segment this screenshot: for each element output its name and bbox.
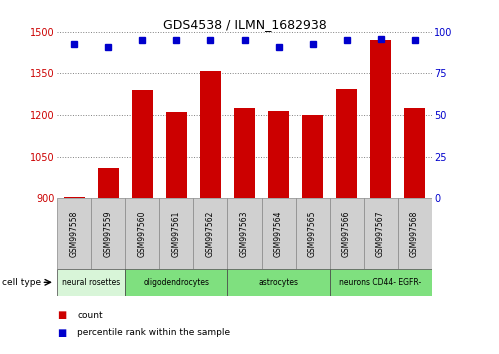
Text: ■: ■ [57, 310, 67, 320]
Text: GSM997558: GSM997558 [70, 210, 79, 257]
Text: GSM997559: GSM997559 [104, 210, 113, 257]
Text: GSM997562: GSM997562 [206, 210, 215, 257]
Bar [370, 40, 391, 198]
Text: oligodendrocytes: oligodendrocytes [144, 278, 210, 287]
Bar [98, 168, 119, 198]
Text: count: count [77, 310, 103, 320]
Text: GSM997565: GSM997565 [308, 210, 317, 257]
Bar [91, 198, 125, 269]
Bar [228, 269, 329, 296]
Text: GSM997564: GSM997564 [274, 210, 283, 257]
Bar [166, 112, 187, 198]
Bar [398, 198, 432, 269]
Text: ■: ■ [57, 328, 67, 338]
Bar [200, 71, 221, 198]
Text: astrocytes: astrocytes [258, 278, 298, 287]
Text: GSM997568: GSM997568 [410, 210, 419, 257]
Text: neurons CD44- EGFR-: neurons CD44- EGFR- [339, 278, 422, 287]
Bar [194, 198, 228, 269]
Bar [329, 198, 364, 269]
Bar [302, 115, 323, 198]
Bar [364, 198, 398, 269]
Bar [57, 198, 91, 269]
Bar [329, 269, 432, 296]
Text: percentile rank within the sample: percentile rank within the sample [77, 328, 231, 337]
Bar [404, 108, 425, 198]
Title: GDS4538 / ILMN_1682938: GDS4538 / ILMN_1682938 [163, 18, 326, 31]
Text: neural rosettes: neural rosettes [62, 278, 121, 287]
Bar [57, 269, 125, 296]
Bar [64, 197, 85, 198]
Bar [261, 198, 295, 269]
Text: GSM997561: GSM997561 [172, 210, 181, 257]
Text: GSM997567: GSM997567 [376, 210, 385, 257]
Bar [125, 198, 160, 269]
Text: GSM997560: GSM997560 [138, 210, 147, 257]
Bar [336, 89, 357, 198]
Bar [235, 108, 254, 198]
Bar [132, 90, 153, 198]
Bar [125, 269, 228, 296]
Bar [295, 198, 329, 269]
Bar [228, 198, 261, 269]
Text: cell type: cell type [2, 278, 41, 287]
Text: GSM997563: GSM997563 [240, 210, 249, 257]
Bar [160, 198, 194, 269]
Bar [268, 111, 289, 198]
Text: GSM997566: GSM997566 [342, 210, 351, 257]
